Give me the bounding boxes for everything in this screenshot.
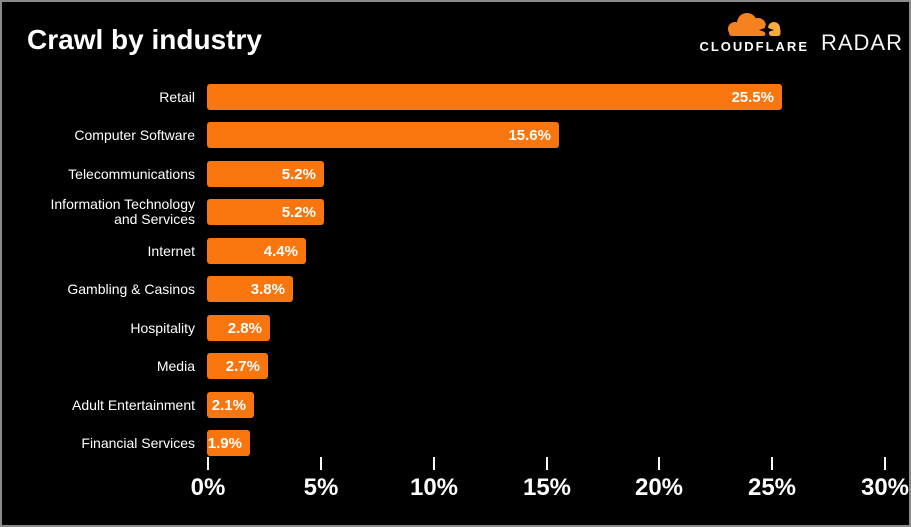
x-axis-tick-mark — [546, 457, 548, 470]
bar-financial-services[interactable]: 1.9% — [207, 430, 250, 456]
bar-row: Information Technology and Services 5.2% — [2, 196, 909, 227]
bar-row: Retail 25.5% — [2, 84, 909, 110]
category-label: Media — [156, 357, 195, 374]
bar-row: Media 2.7% — [2, 353, 909, 379]
bar-row: Computer Software 15.6% — [2, 122, 909, 148]
category-label: Adult Entertainment — [72, 396, 195, 413]
bar-row: Internet 4.4% — [2, 238, 909, 264]
bar-value-label: 5.2% — [281, 203, 316, 221]
bar-value-label: 1.9% — [207, 434, 242, 452]
radar-wordmark: RADAR — [820, 30, 903, 56]
bar-value-label: 5.2% — [281, 165, 316, 183]
category-label: Hospitality — [130, 319, 195, 336]
bar-hospitality[interactable]: 2.8% — [207, 315, 270, 341]
page-title: Crawl by industry — [27, 24, 262, 55]
bar-gambling-casinos[interactable]: 3.8% — [207, 276, 293, 302]
x-axis-tick-label: 0% — [190, 474, 226, 501]
category-label: Telecommunications — [68, 165, 195, 182]
x-axis-tick-mark — [884, 457, 886, 470]
category-label: Retail — [159, 88, 195, 105]
bar-computer-software[interactable]: 15.6% — [207, 122, 559, 148]
bar-value-label: 4.4% — [263, 242, 298, 260]
bar-value-label: 2.1% — [211, 396, 246, 414]
x-axis-tick-label: 20% — [634, 474, 684, 501]
x-axis-tick-label: 15% — [522, 474, 572, 501]
category-label: Computer Software — [74, 126, 195, 143]
cloudflare-wordmark: CLOUDFLARE — [699, 39, 809, 54]
bar-row: Financial Services 1.9% — [2, 430, 909, 456]
cloudflare-cloud-icon — [728, 13, 781, 37]
bar-telecommunications[interactable]: 5.2% — [207, 161, 324, 187]
category-label: Gambling & Casinos — [67, 280, 195, 297]
bar-internet[interactable]: 4.4% — [207, 238, 306, 264]
category-label: Internet — [147, 242, 195, 259]
x-axis-tick-label: 25% — [747, 474, 797, 501]
x-axis-tick-mark — [320, 457, 322, 470]
x-axis-tick-label: 30% — [860, 474, 910, 501]
bar-row: Hospitality 2.8% — [2, 315, 909, 341]
cloudflare-radar-logo: CLOUDFLARE RADAR — [699, 11, 903, 54]
cloudflare-logo-block: CLOUDFLARE — [699, 11, 809, 54]
bar-value-label: 15.6% — [508, 126, 551, 144]
category-label: Information Technology and Services — [50, 196, 196, 227]
x-axis-tick-label: 10% — [409, 474, 459, 501]
bar-row: Gambling & Casinos 3.8% — [2, 276, 909, 302]
bar-value-label: 25.5% — [731, 88, 774, 106]
bar-value-label: 2.7% — [225, 357, 260, 375]
bar-row: Telecommunications 5.2% — [2, 161, 909, 187]
bar-information-technology-and-services[interactable]: 5.2% — [207, 199, 324, 225]
bar-media[interactable]: 2.7% — [207, 353, 268, 379]
x-axis-tick-mark — [207, 457, 209, 470]
x-axis-tick-label: 5% — [303, 474, 339, 501]
x-axis-tick-mark — [771, 457, 773, 470]
bar-value-label: 3.8% — [250, 280, 285, 298]
x-axis-tick-mark — [433, 457, 435, 470]
bar-retail[interactable]: 25.5% — [207, 84, 782, 110]
x-axis-tick-mark — [658, 457, 660, 470]
bar-adult-entertainment[interactable]: 2.1% — [207, 392, 254, 418]
bar-value-label: 2.8% — [227, 319, 262, 337]
category-label: Financial Services — [81, 434, 195, 451]
bar-row: Adult Entertainment 2.1% — [2, 392, 909, 418]
